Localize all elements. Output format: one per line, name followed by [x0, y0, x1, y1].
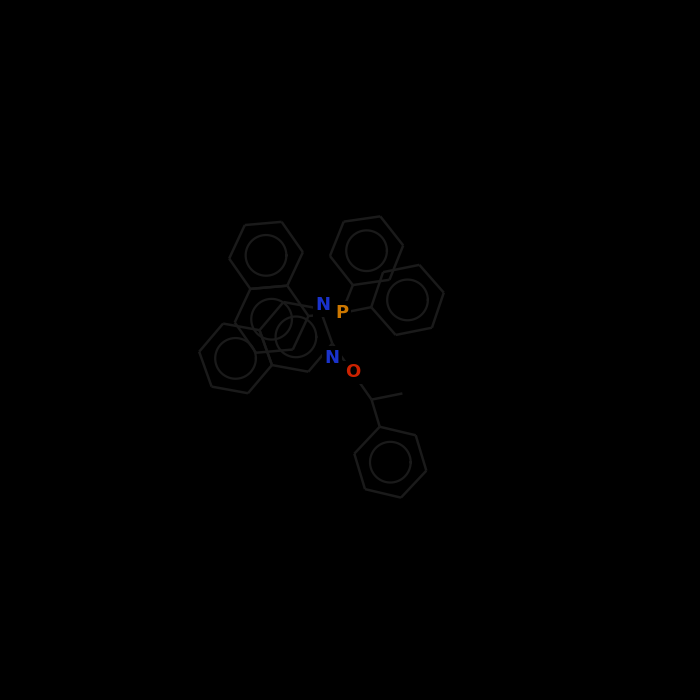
Text: N: N: [325, 349, 340, 367]
Text: O: O: [345, 363, 360, 382]
Text: P: P: [335, 304, 348, 322]
Text: N: N: [316, 296, 330, 314]
